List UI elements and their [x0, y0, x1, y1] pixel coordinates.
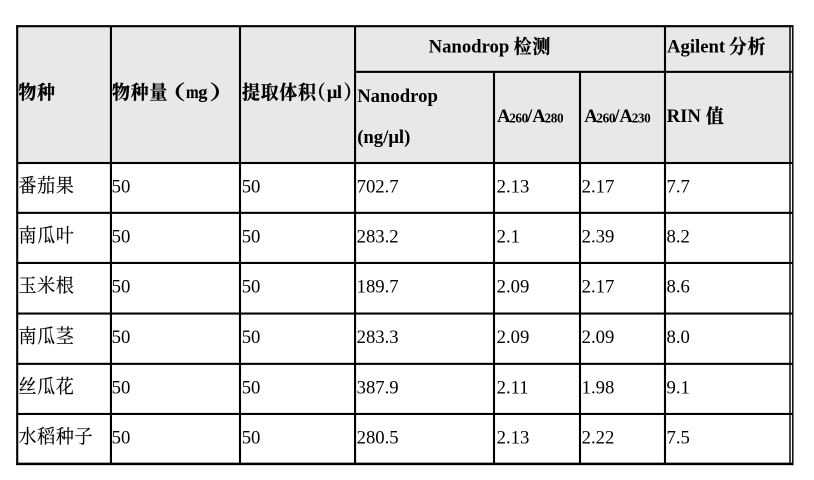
svg-text:702.7: 702.7: [357, 177, 399, 198]
svg-text:50: 50: [112, 327, 131, 348]
svg-text:Nanodrop: Nanodrop: [357, 86, 438, 107]
svg-text:189.7: 189.7: [357, 276, 399, 297]
svg-text:50: 50: [242, 177, 261, 198]
svg-text:7.7: 7.7: [667, 177, 690, 198]
svg-text:2.17: 2.17: [582, 276, 615, 297]
svg-text:RIN: RIN: [667, 106, 702, 127]
svg-text:50: 50: [242, 327, 261, 348]
svg-text:Nanodrop: Nanodrop: [429, 37, 510, 58]
svg-text:50: 50: [112, 276, 131, 297]
svg-text:50: 50: [112, 226, 131, 247]
svg-text:2.39: 2.39: [582, 226, 615, 247]
svg-text:50: 50: [242, 226, 261, 247]
svg-text:1.98: 1.98: [582, 377, 615, 398]
svg-text:A: A: [584, 106, 598, 127]
svg-text:2.1: 2.1: [497, 226, 520, 247]
svg-text:2.09: 2.09: [497, 327, 530, 348]
svg-text:/A: /A: [613, 106, 633, 127]
svg-text:8.6: 8.6: [667, 276, 690, 297]
svg-text:283.3: 283.3: [357, 327, 399, 348]
svg-text:387.9: 387.9: [357, 377, 399, 398]
svg-text:50: 50: [242, 427, 261, 448]
svg-text:8.2: 8.2: [667, 226, 690, 247]
svg-text:50: 50: [112, 377, 131, 398]
svg-text:230: 230: [632, 110, 651, 125]
svg-text:280: 280: [545, 110, 564, 125]
svg-text:50: 50: [242, 377, 261, 398]
svg-text:2.13: 2.13: [497, 177, 530, 198]
svg-text:2.09: 2.09: [497, 276, 530, 297]
svg-text:/A: /A: [526, 106, 546, 127]
svg-text:2.11: 2.11: [497, 377, 529, 398]
svg-text:2.09: 2.09: [582, 327, 615, 348]
svg-text:9.1: 9.1: [667, 377, 690, 398]
svg-text:280.5: 280.5: [357, 427, 399, 448]
svg-text:2.13: 2.13: [497, 427, 530, 448]
svg-text:260: 260: [509, 110, 528, 125]
svg-text:Agilent: Agilent: [667, 37, 726, 58]
svg-text:260: 260: [596, 110, 615, 125]
svg-text:2.17: 2.17: [582, 177, 615, 198]
svg-text:7.5: 7.5: [667, 427, 690, 448]
svg-text:(ng/μl): (ng/μl): [357, 127, 410, 148]
svg-text:283.2: 283.2: [357, 226, 399, 247]
svg-text:8.0: 8.0: [667, 327, 690, 348]
svg-text:A: A: [497, 106, 511, 127]
svg-text:50: 50: [112, 177, 131, 198]
svg-text:50: 50: [242, 276, 261, 297]
svg-text:50: 50: [112, 427, 131, 448]
svg-text:2.22: 2.22: [582, 427, 615, 448]
